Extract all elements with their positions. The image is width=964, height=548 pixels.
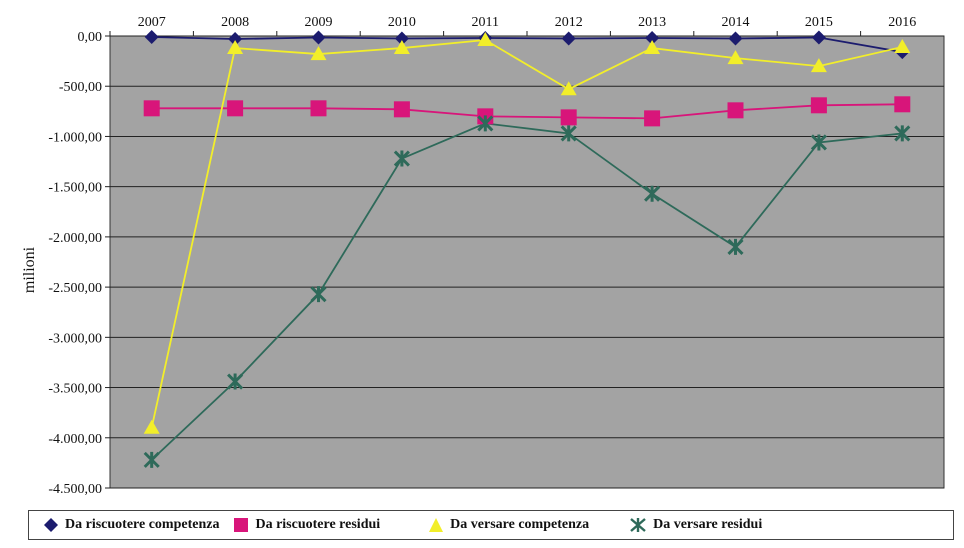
data-point-diamond	[811, 30, 826, 45]
data-point-star	[727, 238, 744, 255]
star-marker-icon	[630, 518, 646, 532]
y-axis-label: milioni	[21, 246, 38, 293]
data-point-square	[727, 102, 744, 119]
legend-label: Da riscuotere residui	[255, 517, 381, 532]
series-line-2	[151, 103, 903, 120]
y-tick-label: -1.500,00	[48, 181, 102, 196]
data-point-square	[810, 97, 827, 114]
data-point-star	[227, 373, 244, 390]
data-point-diamond	[394, 31, 409, 46]
data-point-square	[894, 96, 911, 113]
data-point-triangle	[227, 40, 244, 55]
series-lines	[150, 36, 903, 461]
y-tick-label: -4.500,00	[48, 482, 102, 497]
data-point-square	[143, 100, 160, 117]
legend-label: Da versare residui	[653, 517, 763, 532]
data-point-diamond	[728, 31, 743, 46]
x-tick-label: 2014	[722, 15, 750, 30]
data-point-diamond	[561, 31, 576, 46]
data-point-triangle	[727, 50, 744, 65]
legend: Da riscuotere competenza Da riscuotere r…	[28, 510, 954, 540]
data-point-star	[143, 451, 160, 468]
data-point-triangle	[393, 40, 410, 55]
legend-item-versare-residui: Da versare residui	[629, 517, 762, 533]
legend-item-riscuotere-residui: Da riscuotere residui	[233, 517, 380, 533]
y-tick-label: -3.000,00	[48, 331, 102, 346]
y-axis-ticks: 0,00 -500,00 -1.000,00 -1.500,00 -2.000,00 -2…	[48, 30, 110, 497]
data-point-star	[477, 115, 494, 132]
legend-item-versare-competenza: Da versare competenza	[428, 517, 589, 533]
x-tick-label: 2013	[638, 15, 666, 30]
series-line-3	[150, 39, 903, 428]
data-point-square	[227, 100, 244, 117]
data-point-diamond	[645, 31, 660, 46]
data-point-star	[810, 134, 827, 151]
data-point-triangle	[310, 46, 327, 61]
y-tick-label: -4.000,00	[48, 432, 102, 447]
data-point-triangle	[644, 40, 661, 55]
data-point-star	[894, 125, 911, 142]
y-tick-label: -3.500,00	[48, 382, 102, 397]
x-tick-label: 2016	[888, 15, 916, 30]
x-tick-label: 2012	[555, 15, 583, 30]
data-point-diamond	[144, 30, 159, 45]
legend-label: Da riscuotere competenza	[65, 517, 220, 532]
data-point-triangle	[810, 58, 827, 73]
plot-area	[109, 35, 945, 489]
data-point-diamond	[311, 30, 326, 45]
x-tick-label: 2011	[472, 15, 499, 30]
legend-label: Da versare competenza	[450, 517, 590, 532]
data-point-triangle	[894, 39, 911, 54]
y-tick-label: -2.000,00	[48, 231, 102, 246]
y-tick-label: -1.000,00	[48, 130, 102, 145]
x-tick-label: 2007	[138, 15, 166, 30]
gridlines	[110, 35, 944, 489]
data-point-square	[393, 101, 410, 118]
data-point-triangle	[477, 32, 494, 47]
data-point-star	[644, 185, 661, 202]
y-tick-label: -500,00	[59, 80, 102, 95]
y-tick-label: 0,00	[78, 30, 103, 45]
series-line-4	[151, 122, 903, 461]
data-point-star	[310, 286, 327, 303]
data-point-star	[560, 125, 577, 142]
square-marker-icon	[234, 518, 249, 532]
series-markers	[143, 30, 911, 468]
diamond-marker-icon	[44, 518, 58, 532]
x-tick-label: 2010	[388, 15, 416, 30]
data-point-square	[644, 110, 661, 127]
triangle-marker-icon	[429, 518, 444, 532]
x-tick-label: 2015	[805, 15, 833, 30]
data-point-square	[560, 109, 577, 126]
data-point-triangle	[560, 81, 577, 96]
data-point-star	[393, 150, 410, 167]
x-tick-label: 2009	[305, 15, 333, 30]
data-point-diamond	[228, 32, 243, 47]
data-point-square	[310, 100, 327, 117]
x-axis-ticks: 2007 2008 2009 2010 2011 2012 2013 2014 2015 2016	[109, 15, 916, 36]
x-tick-label: 2008	[221, 15, 249, 30]
legend-item-riscuotere-competenza: Da riscuotere competenza	[43, 517, 219, 533]
data-point-triangle	[143, 419, 160, 434]
series-line-1	[151, 36, 903, 53]
y-tick-label: -2.500,00	[48, 281, 102, 296]
